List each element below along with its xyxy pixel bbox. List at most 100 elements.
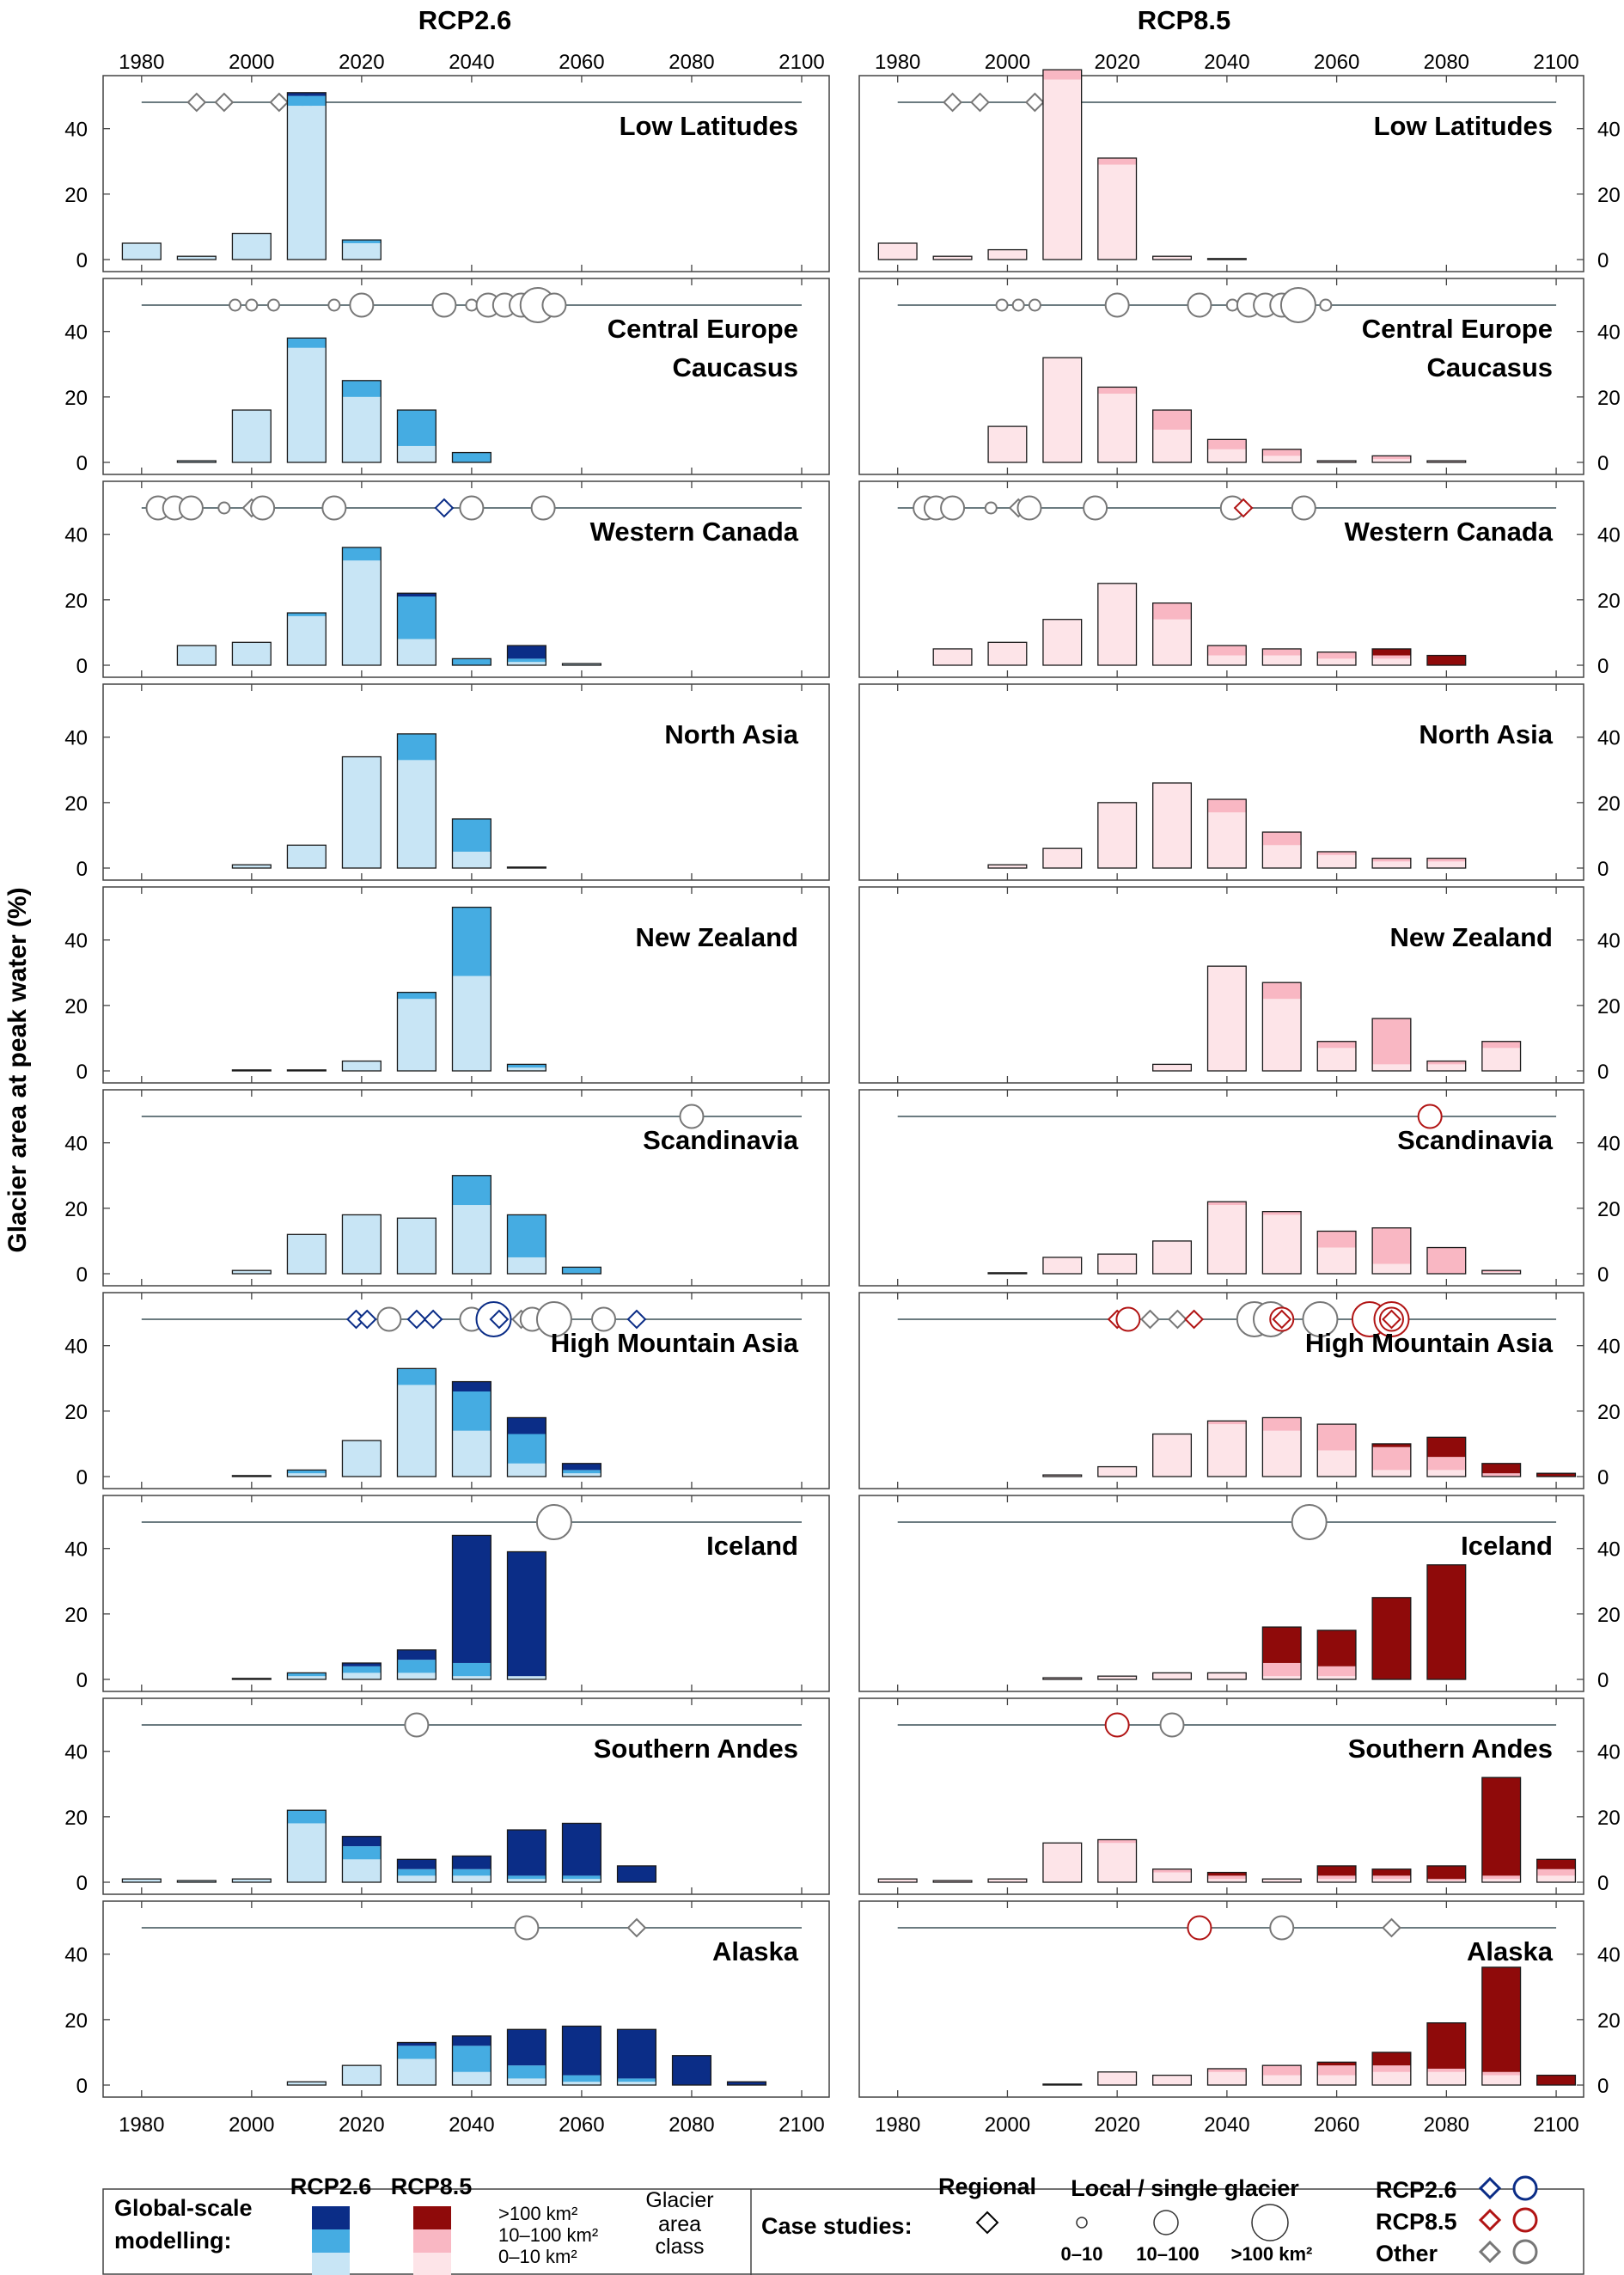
bar-outline — [1042, 619, 1083, 666]
bar-segment-0-10 — [397, 1875, 437, 1882]
bar-segment-10-100 — [562, 1470, 601, 1474]
bar-segment-0-10 — [287, 106, 327, 260]
region-label: Alaska — [712, 1936, 799, 1966]
bar-outline — [1152, 255, 1193, 260]
legend-key-label: Other — [1376, 2241, 1438, 2266]
bar-segment-0-10 — [1262, 999, 1302, 1071]
legend-key-label: RCP8.5 — [1376, 2209, 1457, 2235]
bar-segment-0-10 — [988, 865, 1027, 868]
bar-segment-over-100 — [617, 1865, 656, 1882]
bar-segment-10-100 — [287, 613, 327, 616]
bar-outline — [176, 460, 217, 463]
bar-outline — [396, 409, 437, 463]
bar-outline — [121, 242, 162, 260]
bar-outline — [1481, 1777, 1522, 1883]
bar-outline — [121, 1878, 162, 1883]
bar-outline — [1042, 1474, 1083, 1477]
bar-segment-over-100 — [507, 645, 546, 659]
y-tick-label: 40 — [1597, 1336, 1621, 1359]
bar-segment-10-100 — [1317, 851, 1356, 855]
bar-outline — [1536, 2074, 1577, 2086]
bar-segment-0-10 — [1481, 2075, 1521, 2085]
case-study-regional-diamond — [943, 92, 962, 113]
bar-segment-over-100 — [1536, 1859, 1576, 1869]
panel-frame — [102, 1292, 830, 1489]
bar-segment-0-10 — [1372, 658, 1411, 665]
bar-segment-10-100 — [1426, 2068, 1466, 2072]
bar-segment-0-10 — [342, 756, 382, 868]
bar-outline — [1206, 965, 1247, 1072]
bar-outline — [1042, 1257, 1083, 1275]
panel-frame — [858, 278, 1584, 475]
bar-outline — [1206, 438, 1247, 463]
bar-outline — [1206, 2068, 1247, 2086]
bar-segment-0-10 — [1317, 2075, 1356, 2085]
bar-segment-0-10 — [452, 1875, 491, 1882]
bar-outline — [341, 380, 382, 463]
x-tick-label-bottom: 2040 — [449, 2113, 494, 2137]
bar-outline — [341, 239, 382, 260]
bar-segment-0-10 — [1481, 1879, 1521, 1882]
panel-frame — [102, 1495, 830, 1692]
x-tick-label-bottom: 2080 — [1424, 2113, 1469, 2137]
bar-segment-10-100 — [1262, 832, 1302, 846]
bar-segment-0-10 — [1262, 2075, 1302, 2085]
bar-segment-0-10 — [507, 1257, 546, 1274]
bar-segment-10-100 — [1262, 1662, 1302, 1677]
bar-segment-0-10 — [1426, 861, 1466, 868]
legend-key-diamond — [1478, 2240, 1502, 2264]
bar-segment-10-100 — [1372, 2065, 1411, 2072]
bar-outline — [1042, 357, 1083, 463]
bar-segment-0-10 — [1317, 1450, 1356, 1477]
x-tick-label-top: 2020 — [339, 51, 384, 74]
x-tick-label-bottom: 2020 — [1094, 2113, 1139, 2137]
y-tick-label: 0 — [76, 1263, 88, 1287]
bar-segment-10-100 — [287, 1810, 327, 1824]
x-tick-label-bottom: 2100 — [1533, 2113, 1578, 2137]
x-tick-label-top: 2080 — [1424, 51, 1469, 74]
panel-iceland-rcp85: 0 20 40 Iceland — [858, 1495, 1621, 1692]
bar-segment-0-10 — [232, 233, 272, 260]
panel-frame — [858, 886, 1584, 1084]
case-study-local-circle — [1115, 1306, 1141, 1332]
y-tick-label: 0 — [1597, 1669, 1609, 1692]
bar-segment-10-100 — [1097, 387, 1137, 394]
bar-segment-0-10 — [933, 256, 972, 260]
bar-segment-0-10 — [232, 865, 272, 868]
y-tick-label: 40 — [64, 727, 88, 750]
y-tick-label: 40 — [1597, 321, 1621, 345]
bar-outline — [231, 864, 272, 869]
bar-outline — [396, 1858, 437, 1883]
panel-iceland-rcp26: 0 20 40 Iceland — [64, 1495, 830, 1692]
bar-outline — [1097, 1675, 1138, 1680]
bar-segment-over-100 — [1207, 1872, 1247, 1876]
bar-outline — [1152, 2074, 1193, 2086]
bar-outline — [932, 648, 973, 666]
region-label: Southern Andes — [594, 1734, 798, 1764]
bar-segment-0-10 — [1317, 1247, 1356, 1274]
bar-segment-0-10 — [1042, 1475, 1082, 1477]
y-tick-label: 20 — [64, 995, 88, 1018]
bar-segment-10-100 — [617, 2078, 656, 2082]
y-tick-label: 40 — [64, 321, 88, 345]
bar-outline — [1371, 1597, 1412, 1680]
bar-outline — [286, 1672, 327, 1680]
panel-new-zealand-rcp26: 0 20 40 New Zealand — [64, 886, 830, 1084]
bar-segment-10-100 — [1481, 2071, 1521, 2076]
y-tick-label: 40 — [64, 930, 88, 953]
panel-southern-andes-rcp26: 0 20 40 Southern Andes — [64, 1697, 830, 1895]
bar-outline — [1152, 1868, 1193, 1883]
y-tick-label: 0 — [1597, 1872, 1609, 1895]
bar-segment-10-100 — [1207, 1202, 1247, 1206]
y-tick-label: 0 — [1597, 249, 1609, 272]
bar-outline — [451, 1175, 491, 1275]
bar-segment-0-10 — [1097, 802, 1137, 868]
bar-segment-0-10 — [342, 560, 382, 665]
bar-segment-10-100 — [1207, 645, 1247, 656]
bar-outline — [506, 1063, 546, 1072]
bar-outline — [987, 425, 1028, 463]
legend-class-large: >100 km² — [498, 2203, 577, 2224]
bar-segment-10-100 — [342, 1666, 382, 1673]
case-study-local-circle — [245, 298, 259, 312]
bar-segment-10-100 — [1262, 982, 1302, 1000]
